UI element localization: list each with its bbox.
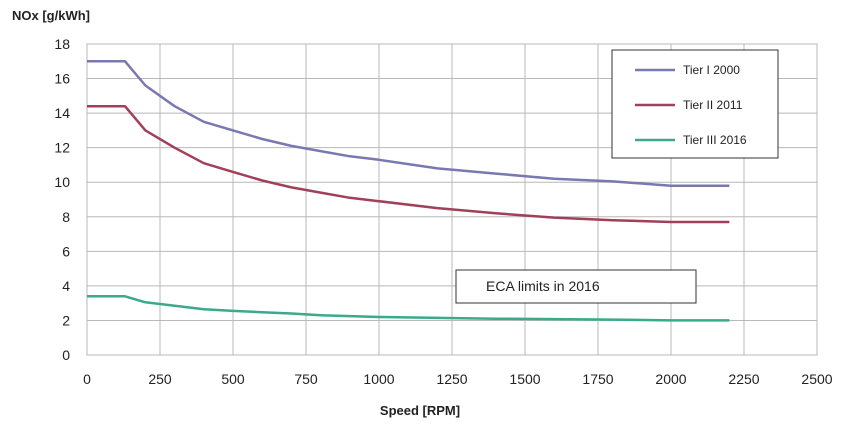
legend-label: Tier II 2011 bbox=[683, 98, 743, 112]
grid bbox=[86, 43, 818, 356]
x-tick-label: 1000 bbox=[363, 371, 394, 387]
y-tick-label: 2 bbox=[62, 312, 70, 328]
series-lines bbox=[87, 60, 730, 322]
legend-label: Tier III 2016 bbox=[683, 133, 747, 147]
eca-annotation-text: ECA limits in 2016 bbox=[486, 278, 600, 294]
x-tick-label: 1250 bbox=[436, 371, 467, 387]
eca-annotation-box bbox=[455, 269, 697, 304]
x-tick-label: 2500 bbox=[801, 371, 832, 387]
x-tick-label: 2250 bbox=[728, 371, 759, 387]
x-tick-label: 0 bbox=[83, 371, 91, 387]
y-tick-label: 0 bbox=[62, 347, 70, 363]
y-tick-label: 8 bbox=[62, 209, 70, 225]
x-axis-label: Speed [RPM] bbox=[380, 403, 460, 418]
series-line-2 bbox=[87, 295, 730, 322]
x-tick-label: 250 bbox=[148, 371, 172, 387]
series-line-1 bbox=[87, 104, 730, 224]
x-tick-label: 750 bbox=[294, 371, 318, 387]
series-line-0 bbox=[87, 60, 730, 187]
legend: Tier I 2000 Tier II 2011 Tier III 2016 bbox=[611, 49, 779, 159]
y-tick-label: 10 bbox=[54, 174, 70, 190]
tick-labels: 0 250 500 750 1000 1250 1500 1750 2000 2250 2500 0 2… bbox=[54, 36, 832, 387]
eca-annotation: ECA limits in 2016 bbox=[455, 269, 697, 304]
y-tick-label: 14 bbox=[54, 105, 70, 121]
legend-label: Tier I 2000 bbox=[683, 63, 740, 77]
y-axis-label: NOx [g/kWh] bbox=[12, 8, 90, 23]
y-tick-label: 12 bbox=[54, 140, 70, 156]
y-tick-label: 18 bbox=[54, 36, 70, 52]
y-tick-label: 16 bbox=[54, 71, 70, 87]
y-tick-label: 6 bbox=[62, 243, 70, 259]
y-tick-label: 4 bbox=[62, 278, 70, 294]
x-tick-label: 1500 bbox=[509, 371, 540, 387]
x-tick-label: 500 bbox=[221, 371, 245, 387]
x-tick-label: 1750 bbox=[582, 371, 613, 387]
x-tick-label: 2000 bbox=[655, 371, 686, 387]
